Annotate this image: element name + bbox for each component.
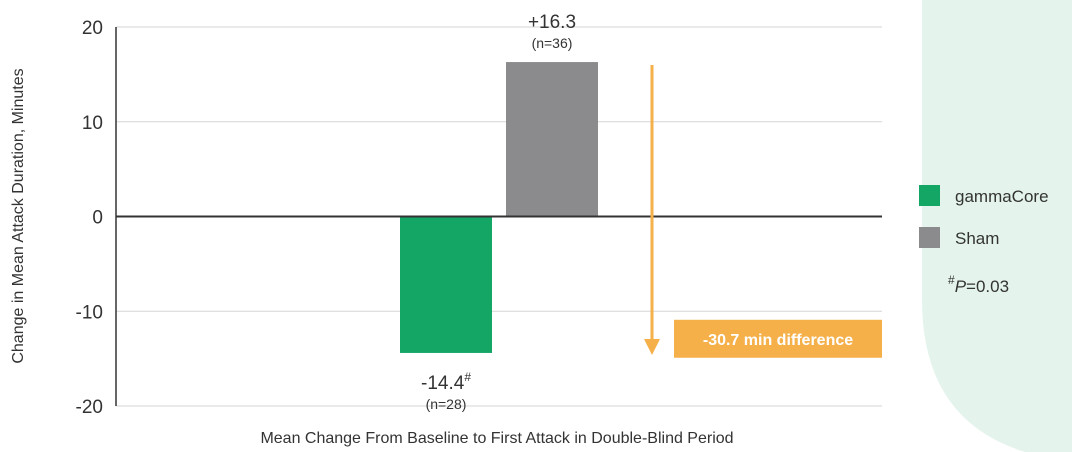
bars xyxy=(400,62,598,353)
y-tick-label: 20 xyxy=(82,18,103,39)
legend-label-gammacore: gammaCore xyxy=(955,187,1049,206)
value-label-number: -14.4 xyxy=(421,373,465,394)
y-axis: 20 10 0 -10 -20 xyxy=(76,18,117,418)
value-label-number: +16.3 xyxy=(528,12,576,33)
footnote-p: P xyxy=(955,277,967,296)
y-axis-title: Change in Mean Attack Duration, Minutes xyxy=(10,68,27,363)
bar-gammacore xyxy=(400,216,492,353)
legend: gammaCore Sham #P=0.03 xyxy=(919,185,1049,296)
legend-swatch-gammacore xyxy=(919,185,940,206)
x-axis-title: Mean Change From Baseline to First Attac… xyxy=(260,430,733,447)
bar-sham xyxy=(506,62,598,217)
background-panel xyxy=(922,0,1072,452)
value-label-sham: +16.3 xyxy=(528,12,576,33)
difference-arrow-head xyxy=(644,338,660,355)
value-label-gammacore: -14.4# xyxy=(421,370,471,394)
footnote-marker: # xyxy=(948,273,955,287)
y-tick-label: -10 xyxy=(76,302,103,323)
y-tick-label: 0 xyxy=(92,208,103,229)
legend-label-sham: Sham xyxy=(955,229,999,248)
y-tick-label: -20 xyxy=(76,397,103,418)
difference-callout-label: -30.7 min difference xyxy=(703,332,853,349)
y-tick-label: 10 xyxy=(82,113,103,134)
difference-annotation: -30.7 min difference xyxy=(644,65,882,358)
footnote-value: =0.03 xyxy=(966,277,1009,296)
p-value-footnote: #P=0.03 xyxy=(948,273,1009,296)
gridlines xyxy=(116,26,882,407)
difference-callout-box xyxy=(674,319,882,358)
legend-swatch-sham xyxy=(919,227,940,248)
n-label-gammacore: (n=28) xyxy=(426,396,467,412)
n-label-sham: (n=36) xyxy=(532,35,573,51)
significance-marker: # xyxy=(464,370,471,384)
value-labels: -14.4# (n=28) +16.3 (n=36) xyxy=(421,12,576,412)
